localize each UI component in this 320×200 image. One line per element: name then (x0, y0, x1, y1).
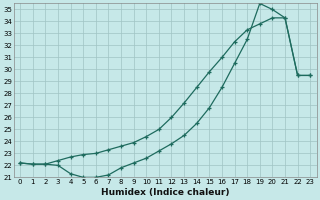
X-axis label: Humidex (Indice chaleur): Humidex (Indice chaleur) (101, 188, 229, 197)
